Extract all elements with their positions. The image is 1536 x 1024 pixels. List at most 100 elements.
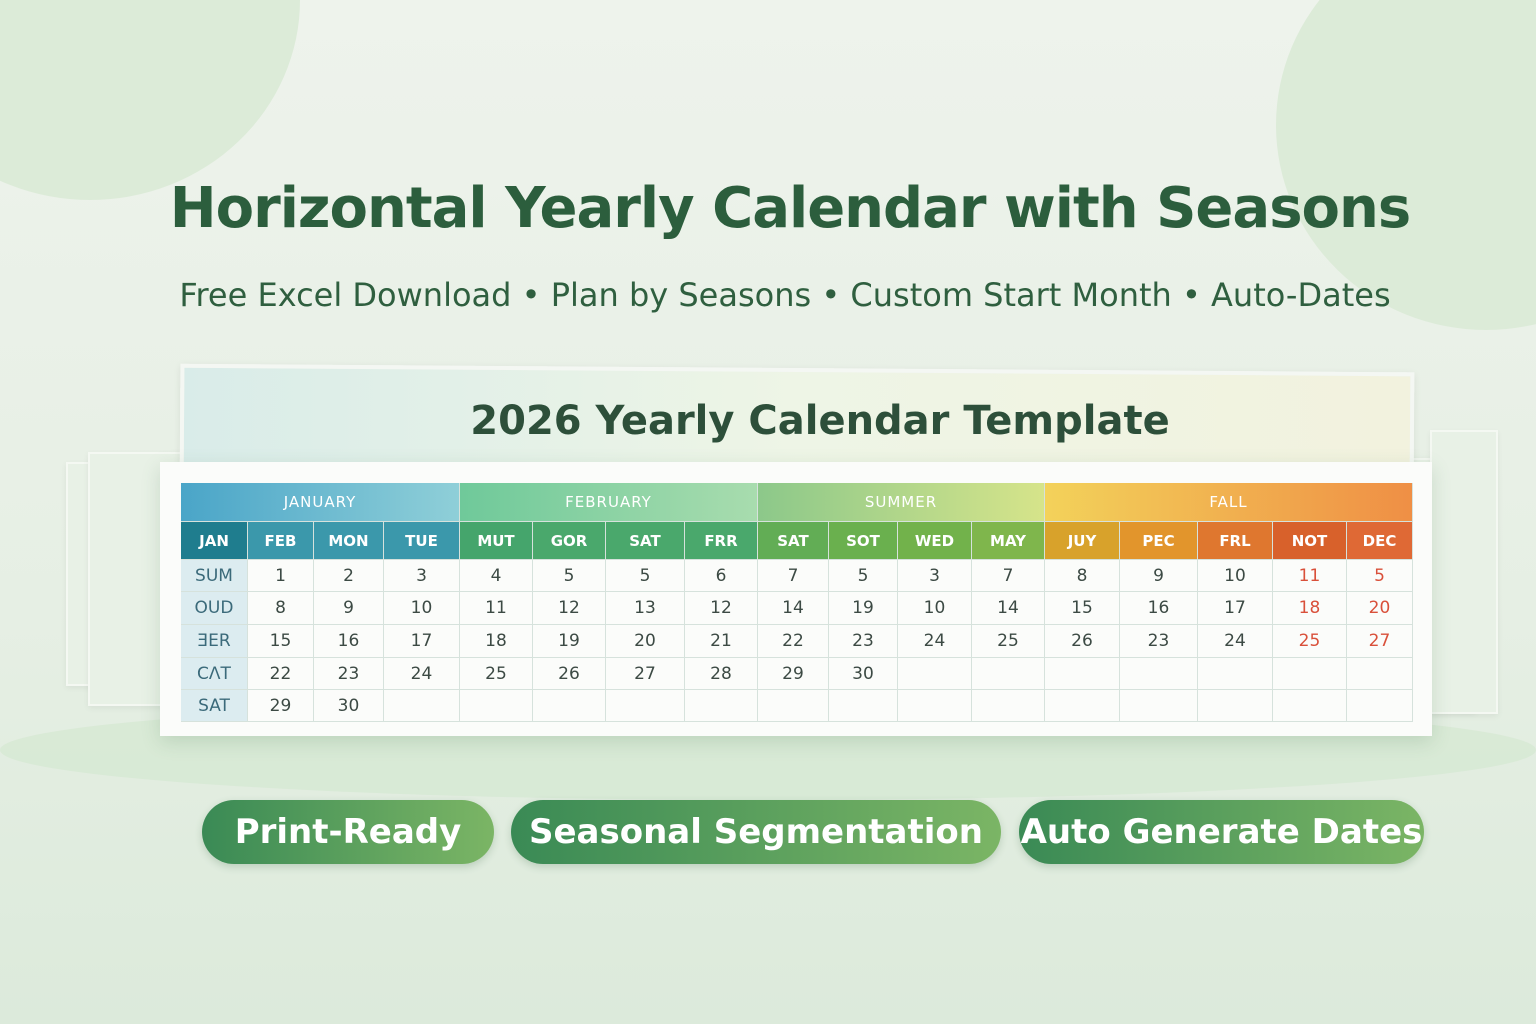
date-cell: 5 [1347, 560, 1413, 592]
date-cell: 16 [1120, 592, 1198, 625]
date-cell: 25 [460, 658, 533, 690]
column-header: MON [314, 522, 384, 560]
date-cell [1045, 690, 1120, 722]
row-header: ƎER [181, 625, 248, 658]
date-cell [1273, 658, 1347, 690]
season-header: FEBRUARY [460, 483, 758, 522]
date-cell: 8 [248, 592, 314, 625]
date-cell [758, 690, 829, 722]
column-header: TUE [384, 522, 460, 560]
date-cell: 3 [898, 560, 972, 592]
date-cell: 14 [972, 592, 1045, 625]
date-cell: 13 [606, 592, 685, 625]
date-cell [829, 690, 898, 722]
date-cell: 30 [829, 658, 898, 690]
feature-button[interactable]: Seasonal Segmentation [511, 800, 1001, 864]
date-cell: 7 [972, 560, 1045, 592]
date-cell: 22 [758, 625, 829, 658]
date-cell: 1 [248, 560, 314, 592]
date-cell: 26 [1045, 625, 1120, 658]
date-cell: 11 [460, 592, 533, 625]
column-header: MUT [460, 522, 533, 560]
date-cell [1045, 658, 1120, 690]
calendar-title: 2026 Yearly Calendar Template [470, 398, 1170, 444]
date-cell: 18 [1273, 592, 1347, 625]
row-header: CΛT [181, 658, 248, 690]
column-header: FRL [1198, 522, 1273, 560]
date-cell: 20 [1347, 592, 1413, 625]
season-header: SUMMER [758, 483, 1045, 522]
date-cell: 16 [314, 625, 384, 658]
column-header: NOT [1273, 522, 1347, 560]
feature-button[interactable]: Auto Generate Dates [1019, 800, 1424, 864]
date-cell [898, 690, 972, 722]
title: Horizontal Yearly Calendar with Seasons [169, 176, 1411, 241]
date-cell: 17 [1198, 592, 1273, 625]
column-header: GOR [533, 522, 606, 560]
date-cell: 14 [758, 592, 829, 625]
date-cell [1120, 690, 1198, 722]
column-header: SOT [829, 522, 898, 560]
date-cell [898, 658, 972, 690]
date-cell: 29 [758, 658, 829, 690]
date-cell [972, 690, 1045, 722]
date-cell: 5 [829, 560, 898, 592]
date-cell: 7 [758, 560, 829, 592]
date-cell: 15 [1045, 592, 1120, 625]
date-cell: 17 [384, 625, 460, 658]
season-header: JANUARY [181, 483, 460, 522]
decor [0, 0, 300, 200]
date-cell: 12 [533, 592, 606, 625]
date-cell: 24 [1198, 625, 1273, 658]
column-header: DEC [1347, 522, 1413, 560]
column-header: SAT [758, 522, 829, 560]
date-cell [685, 690, 758, 722]
date-cell: 6 [685, 560, 758, 592]
date-cell: 15 [248, 625, 314, 658]
date-cell: 4 [460, 560, 533, 592]
date-cell: 19 [533, 625, 606, 658]
date-cell: 5 [533, 560, 606, 592]
date-cell: 28 [685, 658, 758, 690]
side-sheet [1430, 430, 1498, 714]
date-cell: 22 [248, 658, 314, 690]
date-cell: 18 [460, 625, 533, 658]
date-cell [1198, 658, 1273, 690]
calendar-table: JANUARY FEBRUARY SUMMER FALL JAN FEB MON TUE MUT… [160, 462, 1432, 736]
date-cell: 19 [829, 592, 898, 625]
date-cell [1120, 658, 1198, 690]
date-cell: 23 [1120, 625, 1198, 658]
column-header: JUY [1045, 522, 1120, 560]
date-cell: 21 [685, 625, 758, 658]
date-cell: 12 [685, 592, 758, 625]
date-cell: 9 [1120, 560, 1198, 592]
date-cell: 24 [384, 658, 460, 690]
column-header: FRR [685, 522, 758, 560]
date-cell: 8 [1045, 560, 1120, 592]
date-cell: 27 [1347, 625, 1413, 658]
date-cell [972, 658, 1045, 690]
date-cell: 26 [533, 658, 606, 690]
date-cell: 27 [606, 658, 685, 690]
feature-button[interactable]: Print-Ready [202, 800, 494, 864]
row-header: OUD [181, 592, 248, 625]
date-cell: 23 [314, 658, 384, 690]
date-cell: 20 [606, 625, 685, 658]
date-cell [1273, 690, 1347, 722]
date-cell: 23 [829, 625, 898, 658]
column-header: FEB [248, 522, 314, 560]
date-cell [1347, 658, 1413, 690]
row-header: SAT [181, 690, 248, 722]
column-header: WED [898, 522, 972, 560]
date-cell: 24 [898, 625, 972, 658]
date-cell [384, 690, 460, 722]
date-cell: 10 [384, 592, 460, 625]
column-header: SAT [606, 522, 685, 560]
date-cell [1198, 690, 1273, 722]
column-header: JAN [181, 522, 248, 560]
column-header: PEC [1120, 522, 1198, 560]
season-header: FALL [1045, 483, 1413, 522]
subtitle: Free Excel Download • Plan by Seasons • … [179, 276, 1391, 314]
date-cell: 29 [248, 690, 314, 722]
